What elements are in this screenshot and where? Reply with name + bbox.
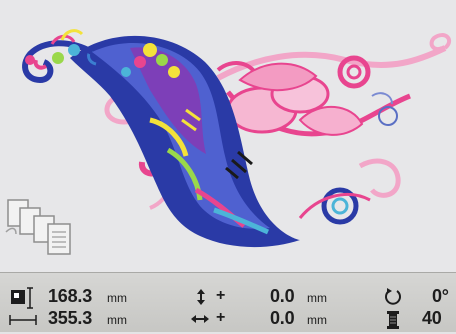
design-height-unit: mm: [107, 291, 127, 305]
horizontal-offset-unit: mm: [307, 313, 327, 327]
multiple-copies-button[interactable]: [2, 192, 76, 264]
status-bar: 168.3 mm + 0.0 mm 0° 355.3 mm + 0.0 mm: [0, 272, 456, 332]
vertical-offset-value: 0.0: [270, 286, 295, 306]
design-width-unit: mm: [107, 313, 127, 327]
paisley-motif: [70, 35, 300, 248]
vertical-move-icon: [197, 289, 205, 305]
width-arrow-icon: [9, 315, 37, 325]
horizontal-offset-sign: +: [216, 309, 226, 326]
horizontal-move-icon: [191, 315, 209, 323]
multiple-copies-icon: [5, 199, 71, 255]
left-curl-motif: [22, 29, 94, 84]
status-row-bottom: 355.3 mm + 0.0 mm 40: [0, 308, 456, 334]
rotate-icon: [385, 288, 401, 305]
thread-color-count: 40: [422, 308, 442, 328]
design-size-icon: [11, 287, 33, 309]
rotation-value: 0°: [432, 286, 449, 306]
thread-spool-icon: [387, 311, 399, 329]
status-row-top: 168.3 mm + 0.0 mm 0°: [0, 284, 456, 310]
design-width-value: 355.3: [48, 308, 93, 328]
embroidery-design: [22, 29, 452, 248]
horizontal-offset-value: 0.0: [270, 308, 295, 328]
design-canvas[interactable]: [0, 0, 456, 272]
vertical-offset-sign: +: [216, 287, 226, 304]
design-height-value: 168.3: [48, 286, 93, 306]
vertical-offset-unit: mm: [307, 291, 327, 305]
